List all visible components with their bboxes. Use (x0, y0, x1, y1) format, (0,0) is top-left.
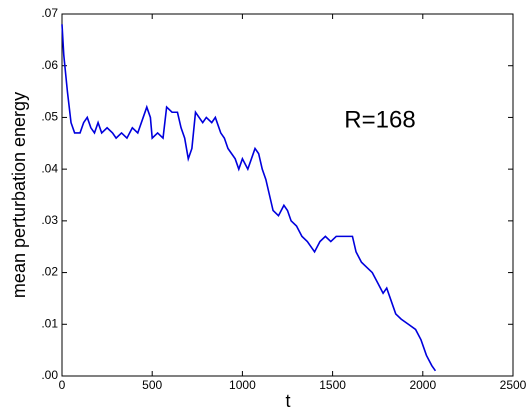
x-tick-label: 0 (59, 378, 66, 392)
y-axis-label: mean perturbation energy (9, 92, 29, 298)
y-tick-label: .03 (41, 213, 58, 227)
plot-frame (61, 13, 514, 377)
y-tick-label: .07 (41, 6, 58, 20)
y-tick-label: .06 (41, 58, 58, 72)
x-axis-label: t (285, 391, 290, 411)
y-tick-label: .05 (41, 110, 58, 124)
annotation: R=168 (344, 106, 415, 133)
x-tick-label: 2500 (500, 378, 527, 392)
x-tick-label: 1000 (229, 378, 256, 392)
x-tick-label: 500 (142, 378, 162, 392)
y-tick-label: .01 (41, 316, 58, 330)
data-line (61, 24, 437, 372)
y-tick-label: .04 (41, 161, 58, 175)
x-tick-label: 2000 (409, 378, 436, 392)
y-tick-label: .02 (41, 265, 58, 279)
y-tick-label: .00 (41, 368, 58, 382)
x-tick-label: 1500 (319, 378, 346, 392)
